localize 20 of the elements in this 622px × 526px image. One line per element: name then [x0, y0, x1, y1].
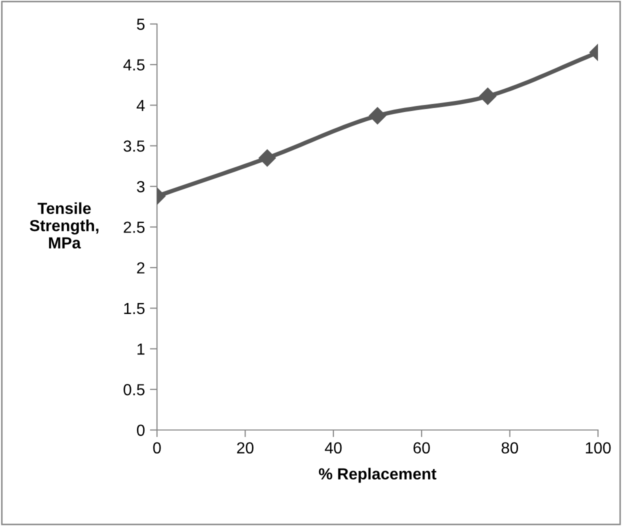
- y-tick-label: 4: [136, 100, 145, 111]
- y-tick-label: 0: [136, 424, 145, 436]
- x-tick-label: 100: [586, 442, 611, 454]
- y-tick-label: 4.5: [123, 59, 145, 71]
- x-axis-title: % Replacement: [318, 468, 436, 483]
- x-tick-label: 80: [502, 442, 518, 454]
- x-tick-label: 0: [153, 442, 161, 454]
- y-tick-label: 2.5: [124, 222, 145, 233]
- y-tick-label: 0.5: [124, 384, 145, 396]
- y-tick-label: 1.5: [124, 303, 145, 314]
- point: [368, 107, 386, 124]
- y-tick-label: 5: [136, 18, 145, 30]
- y-tick-label: 1: [138, 344, 144, 355]
- y-tick-label: 2: [137, 262, 144, 274]
- y-axis-title: Tensile Strength, MPa: [30, 202, 98, 249]
- y-tick-label: 3.5: [124, 140, 145, 152]
- x-tick-label: 60: [414, 442, 430, 454]
- x-tick-label: 40: [324, 442, 342, 454]
- x-tick-label: 20: [237, 442, 254, 454]
- y-tick-label: 3: [136, 181, 144, 192]
